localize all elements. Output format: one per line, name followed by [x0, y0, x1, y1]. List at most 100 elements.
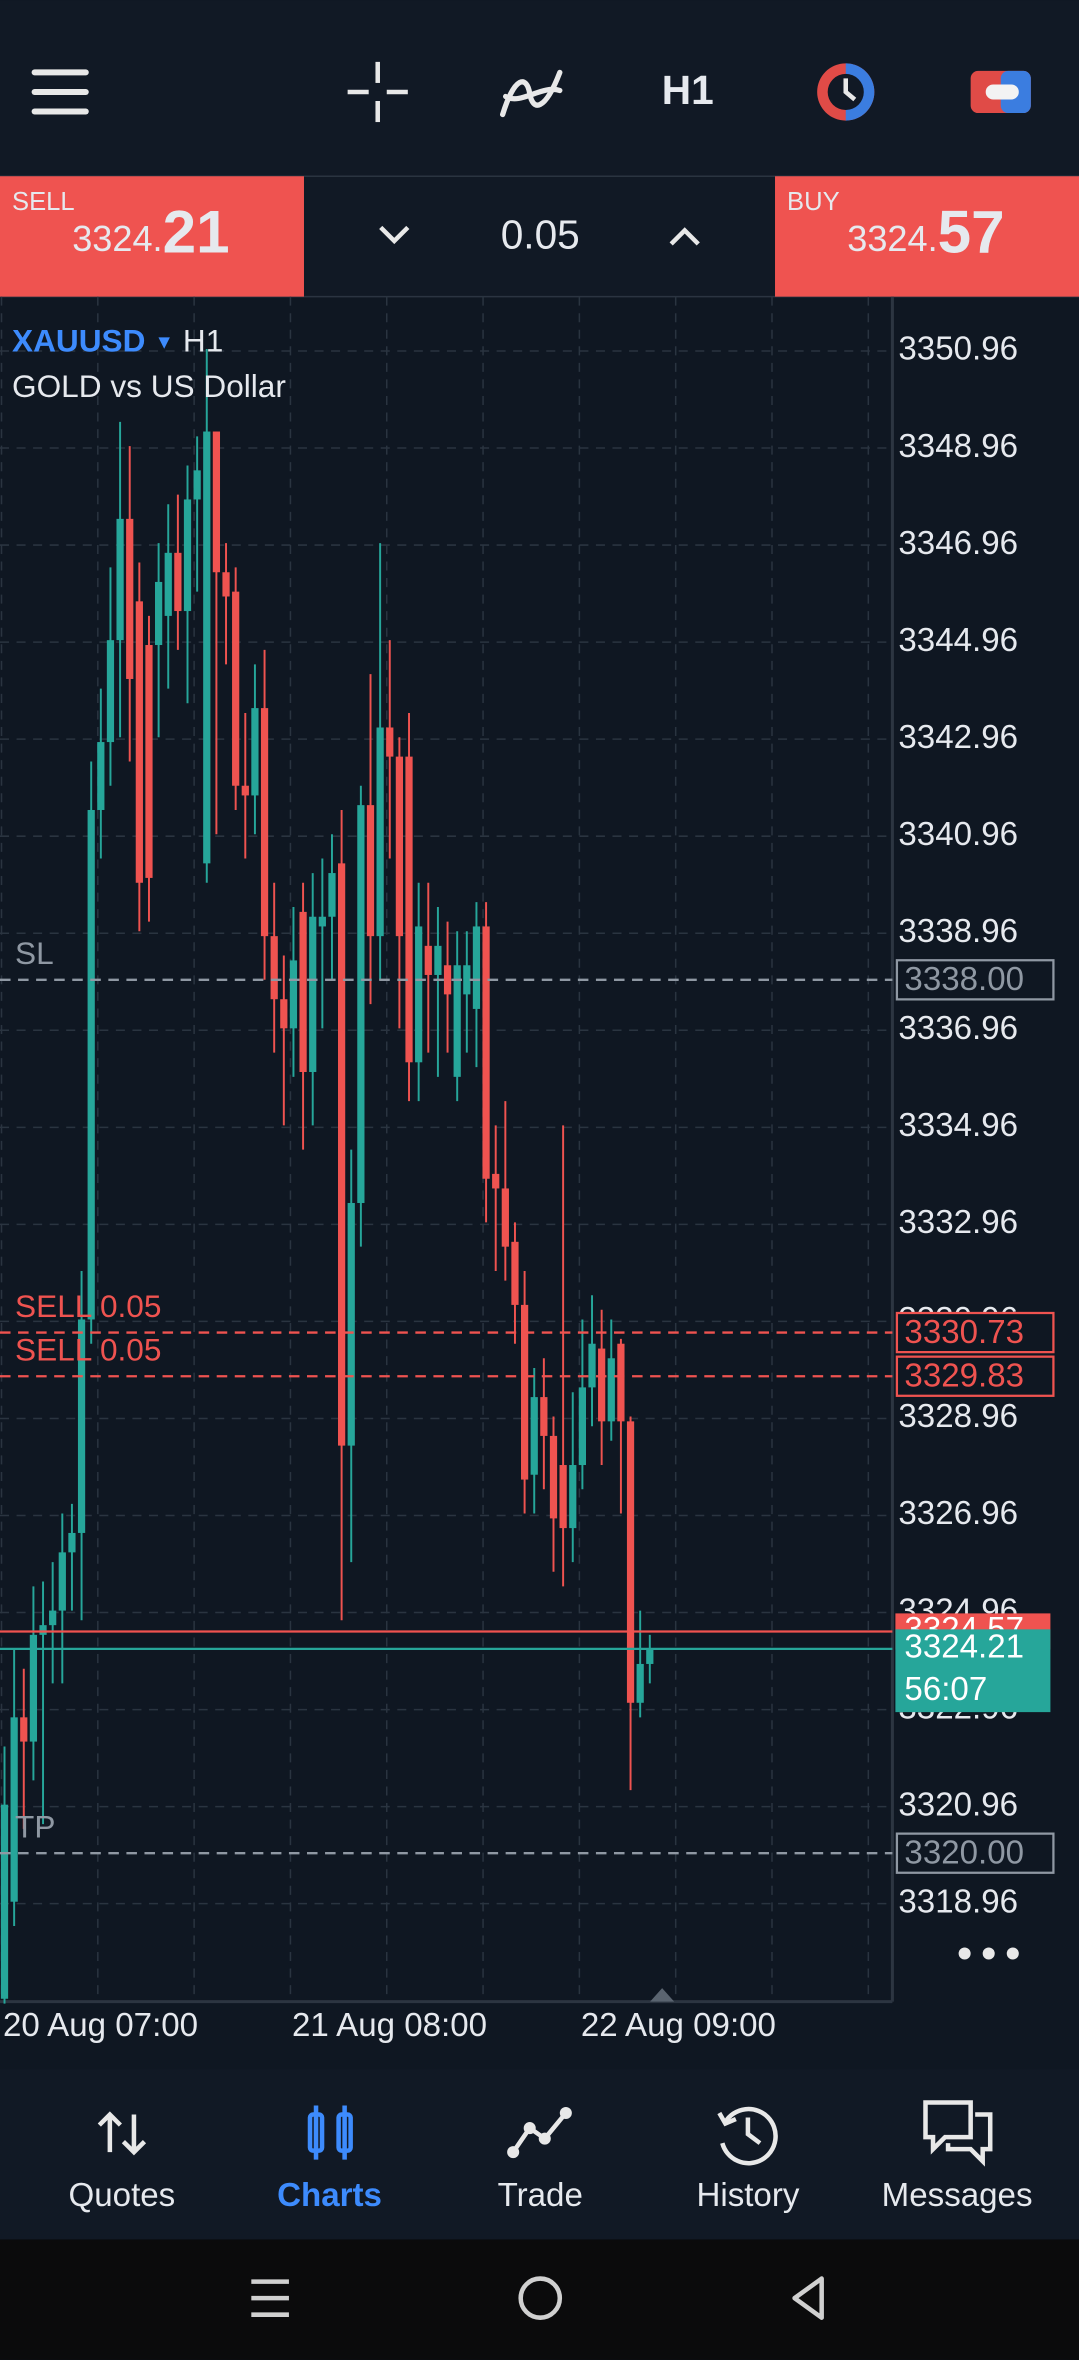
candle-body — [559, 1465, 567, 1529]
buy-button[interactable] — [775, 176, 1079, 297]
x-tick-label: 22 Aug 09:00 — [581, 2007, 776, 2044]
candle-body — [501, 1188, 509, 1247]
candle-body — [77, 1319, 86, 1533]
y-tick-label: 3350.96 — [898, 331, 1018, 368]
candle-body — [183, 499, 192, 612]
more-button[interactable] — [958, 1947, 1019, 1960]
candle-body — [578, 1387, 587, 1466]
candle-body — [280, 999, 288, 1029]
symbol: XAUUSD — [12, 323, 145, 359]
candle-body — [520, 1304, 529, 1480]
y-tick-label: 3344.96 — [898, 622, 1018, 659]
sell-price-large: 21 — [163, 198, 230, 265]
indicators-button[interactable] — [499, 69, 563, 118]
candle-body — [405, 756, 413, 1063]
order-price-label: 3320.00 — [904, 1834, 1024, 1871]
symbol-timeframe: H1 — [183, 323, 223, 359]
y-tick-label: 3326.96 — [898, 1495, 1018, 1532]
y-tick-label: 3328.96 — [898, 1398, 1018, 1435]
symbol-description: GOLD vs US Dollar — [12, 368, 286, 404]
y-tick-label: 3340.96 — [898, 816, 1018, 853]
candle-body — [357, 805, 365, 1204]
recents-button[interactable] — [251, 2279, 289, 2317]
buy-price: 3324.57 — [847, 198, 1004, 265]
candle-body — [443, 965, 452, 995]
candle-body — [260, 708, 269, 937]
candle-body — [424, 945, 432, 975]
system-bar — [0, 2239, 1079, 2360]
x-tick-label: 20 Aug 07:00 — [3, 2007, 198, 2044]
candle-body — [164, 552, 172, 616]
nav-history[interactable]: History — [696, 2177, 799, 2214]
nav-trade[interactable]: Trade — [498, 2177, 583, 2214]
chart-symbol[interactable]: XAUUSD ▼ H1 — [12, 323, 223, 359]
y-tick-label: 3338.96 — [898, 913, 1018, 950]
order-level-label: TP — [15, 1808, 55, 1844]
order-price-label: 3330.73 — [904, 1314, 1024, 1351]
volume-down-button[interactable] — [379, 225, 410, 245]
nav-messages[interactable]: Messages — [882, 2177, 1033, 2214]
nav-quotes[interactable]: Quotes — [69, 2177, 176, 2214]
order-level-label: SL — [15, 935, 54, 971]
candle-body — [309, 916, 317, 1073]
bid-box — [895, 1629, 1051, 1713]
order-price-box — [895, 1311, 1055, 1354]
nav-charts[interactable]: Charts — [277, 2177, 382, 2214]
candle-body — [10, 1717, 18, 1902]
history-icon[interactable] — [717, 2106, 778, 2166]
clock-button[interactable] — [817, 63, 875, 121]
candle-body — [174, 552, 182, 612]
candle-body — [337, 863, 346, 1446]
candle-body — [135, 601, 143, 883]
order-level-label: SELL 0.05 — [15, 1331, 161, 1367]
candle-body — [395, 756, 404, 937]
messages-icon[interactable] — [923, 2100, 993, 2167]
account-button[interactable] — [970, 70, 1031, 114]
candle-body — [530, 1397, 538, 1475]
candle-body — [617, 1343, 625, 1422]
menu-button[interactable] — [31, 69, 89, 115]
candle-body — [232, 591, 240, 786]
y-tick-label: 3332.96 — [898, 1204, 1018, 1241]
y-tick-label: 3336.96 — [898, 1010, 1018, 1047]
crosshair-button[interactable] — [347, 61, 408, 123]
y-tick-label: 3348.96 — [898, 428, 1018, 465]
y-tick-label: 3342.96 — [898, 719, 1018, 756]
candle-body — [540, 1397, 548, 1436]
volume-up-button[interactable] — [669, 227, 700, 246]
candle-body — [222, 572, 230, 597]
candle-body — [366, 805, 375, 937]
candle-body — [511, 1241, 519, 1305]
back-button[interactable] — [792, 2276, 824, 2320]
candle-body — [607, 1358, 615, 1422]
candle-body — [453, 965, 461, 1077]
candle-body — [270, 936, 278, 1000]
quotes-icon[interactable] — [97, 2111, 147, 2156]
buy-price-large: 57 — [938, 198, 1005, 265]
candle-body — [289, 960, 298, 1029]
timeframe-button[interactable]: H1 — [662, 67, 714, 113]
order-price-label: 3329.83 — [904, 1357, 1024, 1394]
home-button[interactable] — [518, 2276, 563, 2320]
candle-body — [241, 785, 249, 796]
candle-body — [415, 926, 423, 1063]
sell-button[interactable] — [0, 176, 304, 297]
y-tick-label: 3318.96 — [898, 1883, 1018, 1920]
volume-value[interactable]: 0.05 — [501, 212, 580, 258]
candle-body — [376, 727, 384, 937]
sell-price-small: 3324. — [72, 217, 162, 258]
current-bar-marker — [650, 1988, 675, 2002]
trade-icon[interactable] — [507, 2107, 572, 2159]
y-tick-label: 3334.96 — [898, 1107, 1018, 1144]
symbol-dropdown: ▼ — [154, 331, 173, 353]
candle-body — [492, 1173, 500, 1189]
candle-body — [318, 916, 326, 927]
bid-label: 3324.21 — [904, 1629, 1024, 1666]
candle-body — [463, 965, 471, 995]
charts-icon[interactable] — [307, 2105, 353, 2160]
candle-body — [626, 1421, 635, 1703]
top-bar-bg — [0, 0, 1079, 177]
candle-body — [212, 431, 221, 573]
order-price-label: 3338.00 — [904, 961, 1024, 998]
